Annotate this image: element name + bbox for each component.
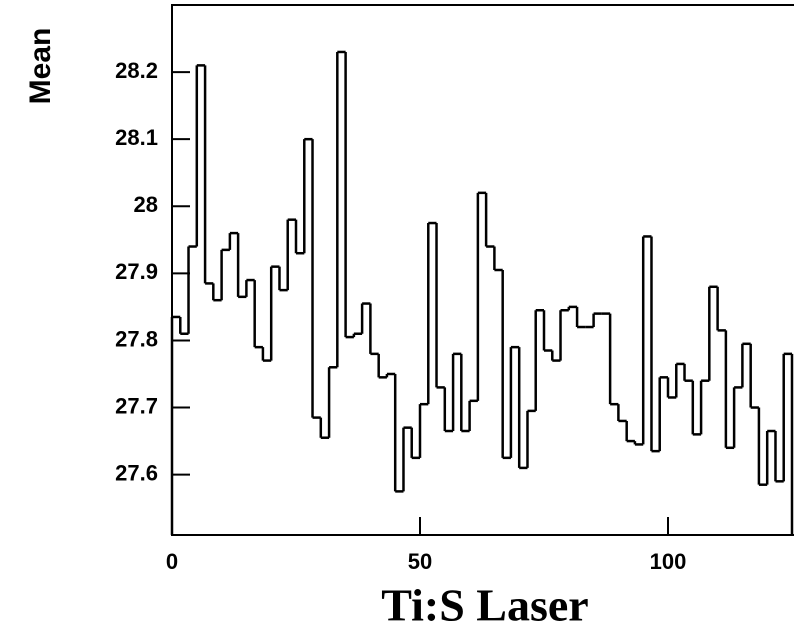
x-axis-label: Ti:S Laser [381,580,588,631]
y-tick-label: 27.8 [115,326,158,351]
histogram-steps [170,51,794,535]
x-tick-label: 50 [408,549,432,574]
x-tick-label: 0 [166,549,178,574]
x-tick-label: 100 [650,549,687,574]
y-tick-label: 28.2 [115,58,158,83]
y-tick-label: 27.6 [115,460,158,485]
y-tick-label: 27.9 [115,259,158,284]
y-tick-label: 27.7 [115,393,158,418]
y-tick-label: 28 [134,192,158,217]
y-tick-label: 28.1 [115,125,158,150]
y-axis-label: Mean [24,28,57,105]
plot-frame [171,4,794,536]
